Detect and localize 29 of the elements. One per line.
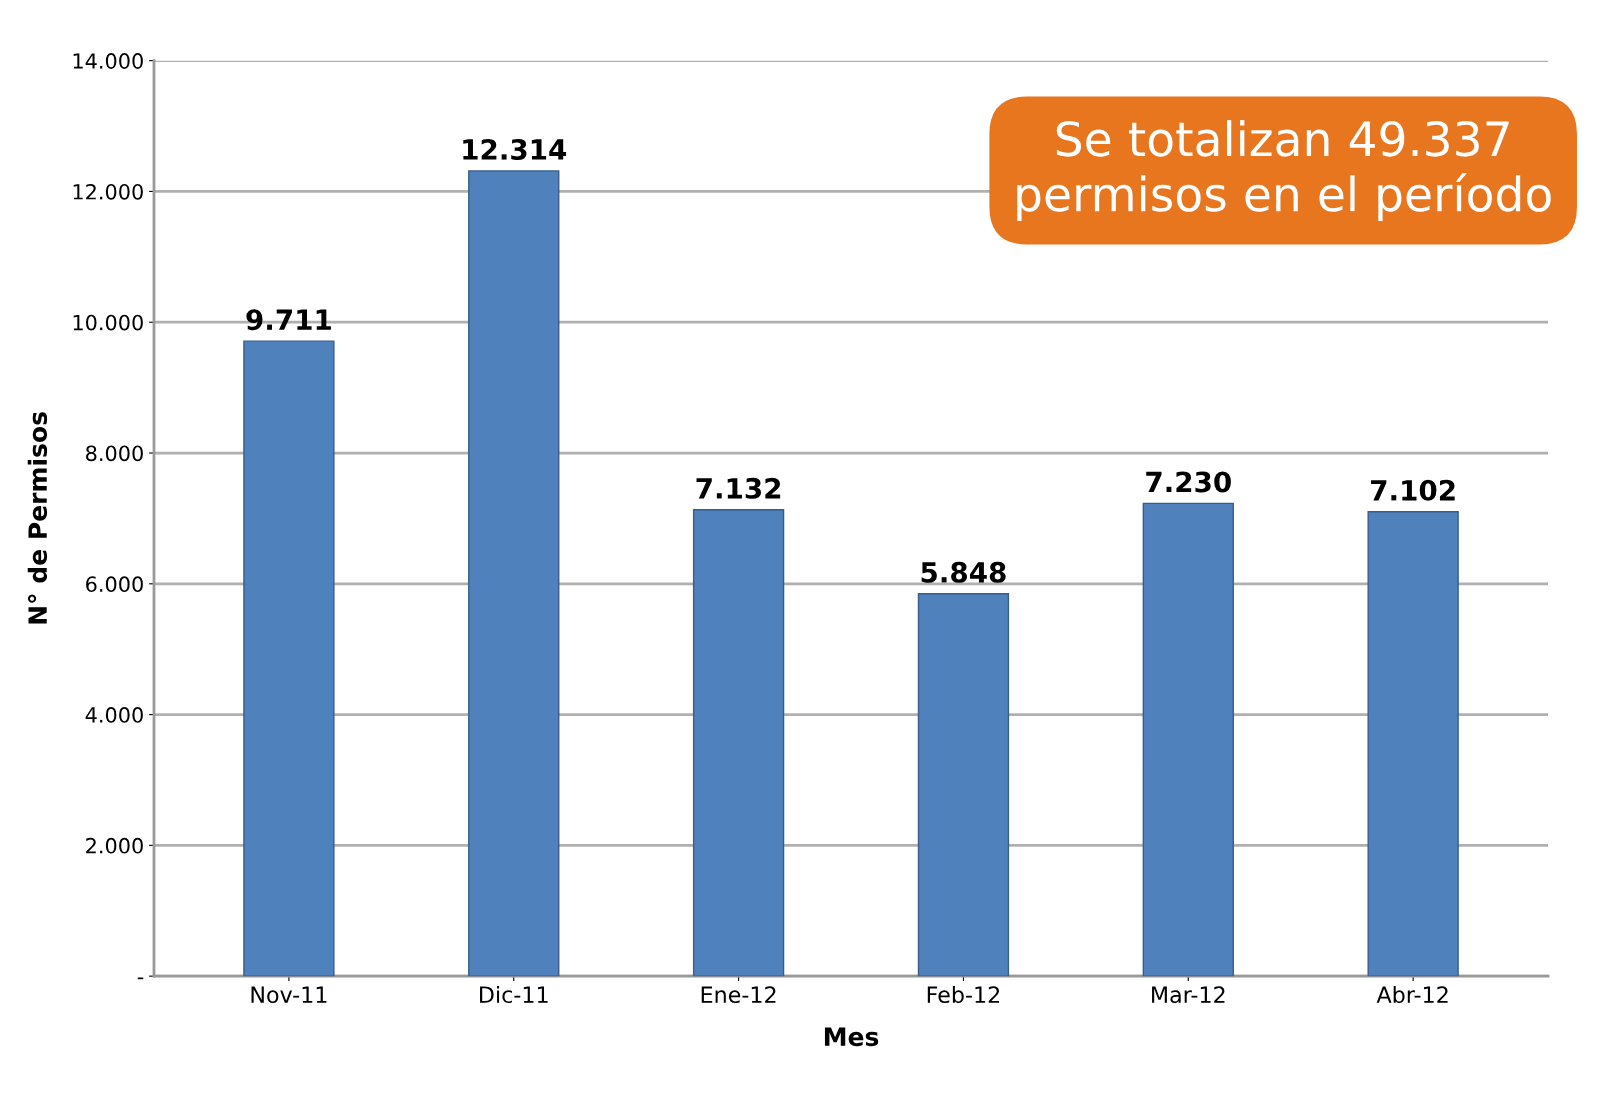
data-label: 7.102 xyxy=(1371,479,1455,501)
x-tick-label: Ene-12 xyxy=(701,986,776,1004)
y-tick-label: 14.000 xyxy=(73,53,143,69)
x-axis-title: Mes xyxy=(824,1027,879,1047)
y-tick-label: - xyxy=(137,977,144,980)
data-label: 7.230 xyxy=(1146,471,1231,493)
bar xyxy=(692,509,785,977)
bar xyxy=(917,593,1010,977)
x-tick-label: Dic-11 xyxy=(480,985,548,1004)
bar xyxy=(468,170,560,977)
data-label: 12.314 xyxy=(463,138,567,160)
x-tick-label: Mar-12 xyxy=(1152,986,1225,1004)
y-tick-label: 6.000 xyxy=(86,576,143,593)
annotation: Se totalizan 49.337 permisos en el período xyxy=(1017,120,1551,221)
y-tick-label: 12.000 xyxy=(73,183,143,200)
x-tick-label: Feb-12 xyxy=(927,985,1000,1004)
y-tick-label: 2.000 xyxy=(86,837,143,854)
bar xyxy=(243,340,335,977)
y-tick-label: 4.000 xyxy=(85,707,143,723)
data-label: 5.848 xyxy=(921,561,1006,583)
data-label: 9.711 xyxy=(246,309,331,331)
y-axis-title: N° de Permisos xyxy=(27,412,48,624)
x-tick-label: Abr-12 xyxy=(1376,985,1448,1004)
y-tick-label: 8.000 xyxy=(86,445,143,462)
bar xyxy=(1142,502,1234,977)
data-label: 7.132 xyxy=(696,477,781,499)
x-tick-label: Nov-11 xyxy=(251,986,327,1004)
bar xyxy=(1367,511,1459,977)
y-tick-label: 10.000 xyxy=(73,314,143,331)
